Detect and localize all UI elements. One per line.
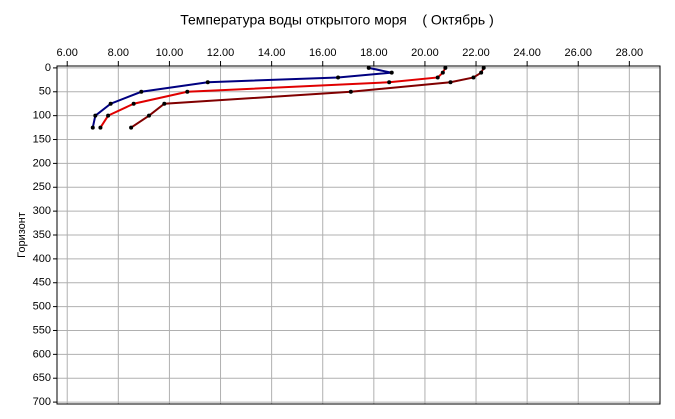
y-tick-label: 550	[33, 324, 51, 336]
x-tick-label: 18.00	[360, 47, 388, 59]
chart-title: Температура воды открытого моря ( Октябр…	[180, 12, 494, 28]
y-tick-label: 150	[33, 133, 51, 145]
data-point	[479, 70, 484, 75]
x-tick-label: 12.00	[207, 47, 235, 59]
y-axis-label: Горизонт	[16, 212, 28, 258]
data-point	[139, 89, 144, 94]
y-tick-label: 600	[33, 348, 51, 360]
data-point	[481, 65, 486, 70]
data-point	[205, 80, 210, 85]
y-tick-label: 0	[45, 62, 51, 74]
data-point	[129, 125, 134, 130]
x-tick-label: 16.00	[309, 47, 337, 59]
data-point	[185, 89, 190, 94]
data-point	[366, 65, 371, 70]
data-point	[162, 101, 167, 106]
y-tick-label: 300	[33, 205, 51, 217]
y-tick-label: 450	[33, 277, 51, 289]
data-point	[471, 75, 476, 80]
data-point	[146, 113, 151, 118]
data-point	[435, 75, 440, 80]
data-point	[106, 113, 111, 118]
x-tick-label: 20.00	[411, 47, 439, 59]
x-tick-label: 28.00	[616, 47, 644, 59]
y-tick-label: 350	[33, 229, 51, 241]
plot-frame	[56, 65, 661, 405]
y-tick-label: 200	[33, 157, 51, 169]
y-tick-label: 500	[33, 301, 51, 313]
y-tick-label: 100	[33, 110, 51, 122]
x-tick-label: 22.00	[462, 47, 490, 59]
data-point	[131, 101, 136, 106]
y-tick-label: 50	[39, 86, 51, 98]
y-tick-label: 650	[33, 372, 51, 384]
y-tick-label: 250	[33, 181, 51, 193]
x-tick-label: 14.00	[258, 47, 286, 59]
x-tick-label: 6.00	[57, 47, 78, 59]
data-point	[443, 65, 448, 70]
x-tick-label: 24.00	[513, 47, 541, 59]
y-tick-label: 700	[33, 396, 51, 408]
data-point	[448, 80, 453, 85]
x-tick-label: 10.00	[156, 47, 184, 59]
y-tick-label: 400	[33, 253, 51, 265]
data-point	[336, 75, 341, 80]
data-point	[93, 113, 98, 118]
data-point	[440, 70, 445, 75]
x-tick-label: 8.00	[108, 47, 129, 59]
series-line	[91, 66, 392, 128]
data-point	[387, 80, 392, 85]
data-point	[348, 89, 353, 94]
data-point	[108, 101, 113, 106]
data-point	[90, 125, 95, 130]
data-point	[98, 125, 103, 130]
x-tick-label: 26.00	[564, 47, 592, 59]
data-point	[389, 70, 394, 75]
